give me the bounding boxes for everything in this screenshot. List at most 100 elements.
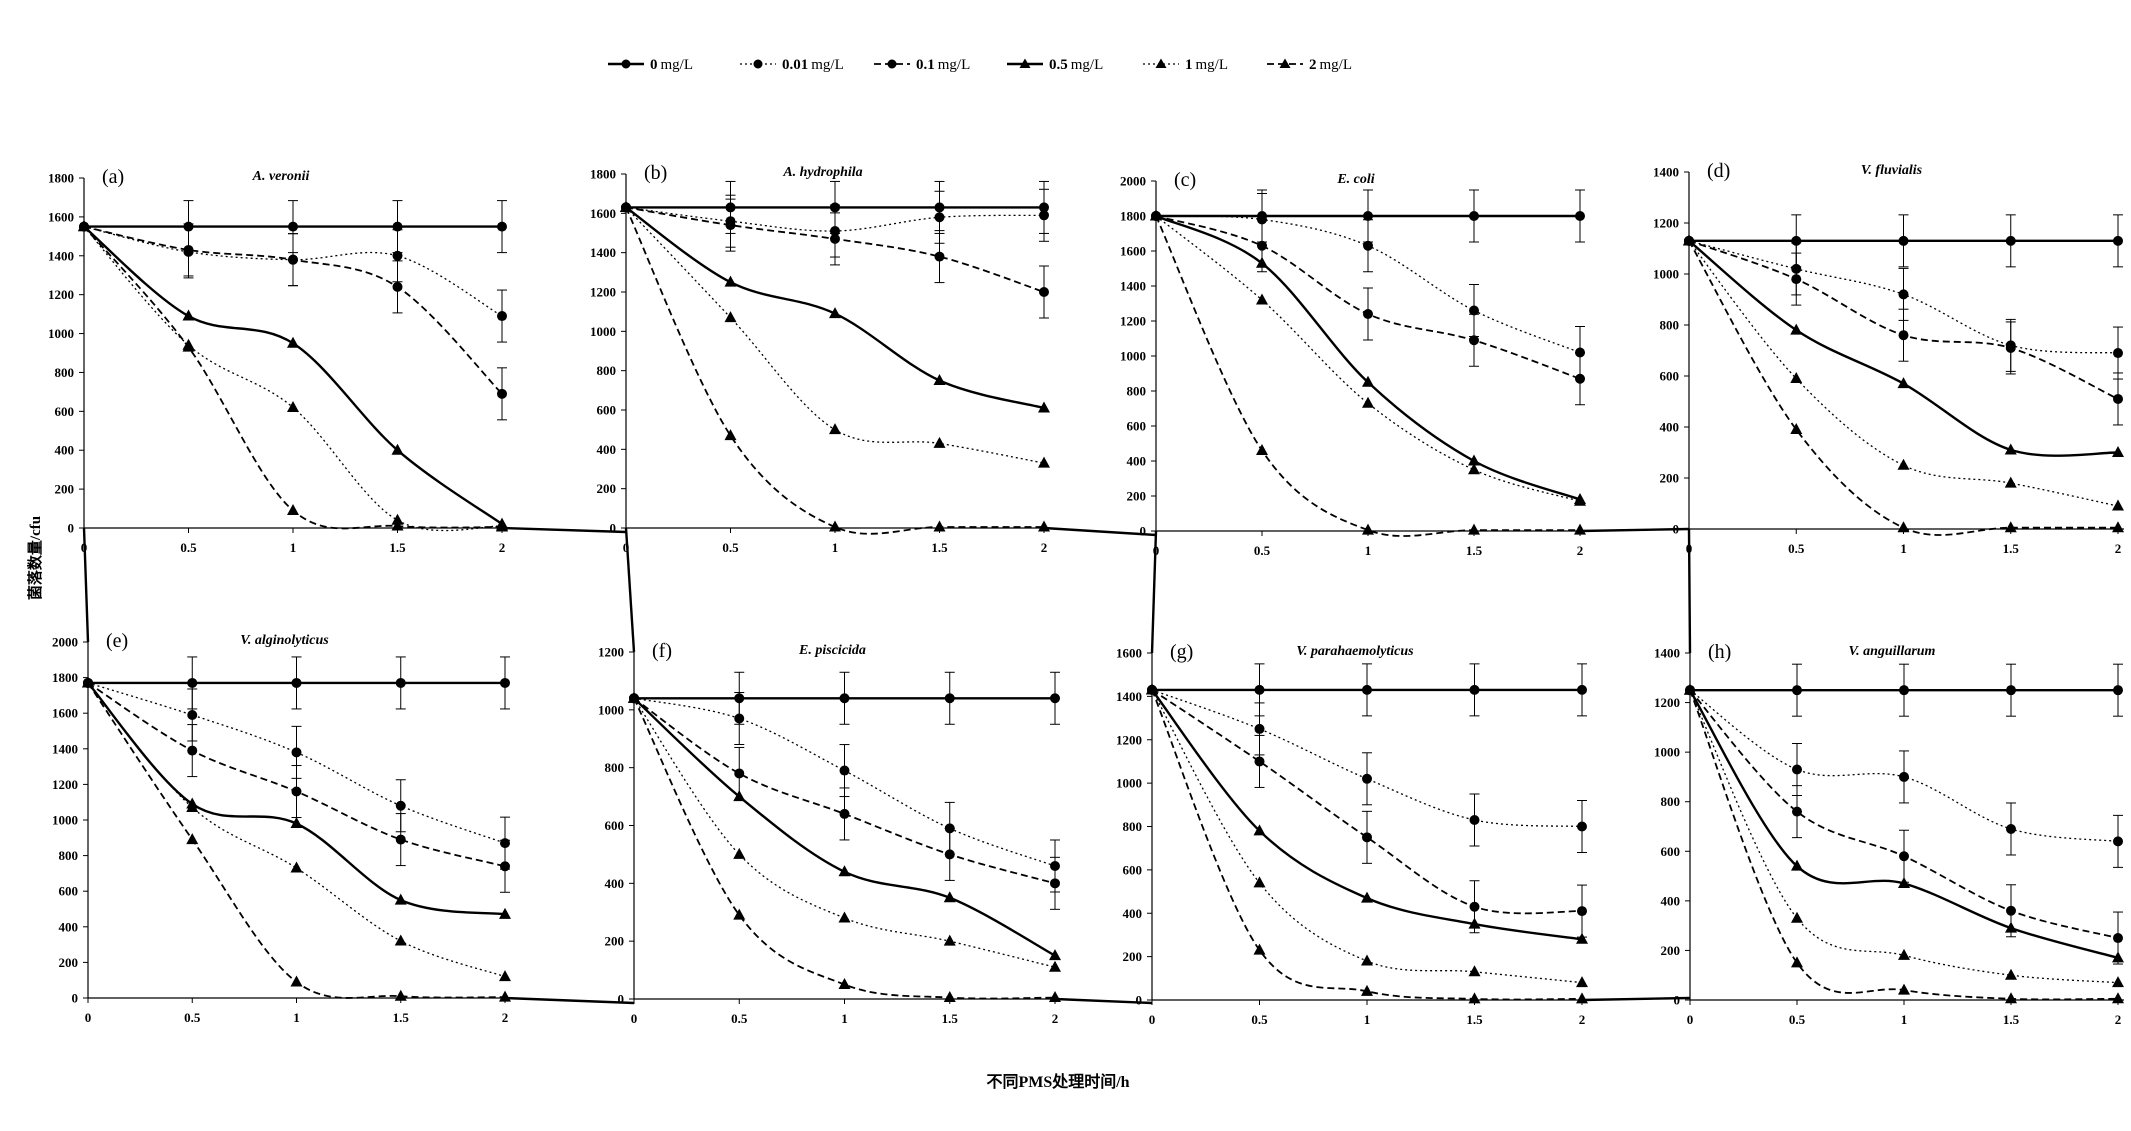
data-point-circle <box>395 834 406 845</box>
data-point-circle <box>497 311 507 322</box>
y-tick-label: 1600 <box>1120 244 1146 259</box>
data-point-circle <box>2005 235 2016 246</box>
data-point-triangle <box>1683 234 1695 246</box>
x-tick-label: 2 <box>1052 1011 1059 1026</box>
data-point-triangle <box>733 790 746 802</box>
y-tick-label: 800 <box>1661 794 1681 809</box>
y-tick-label: 400 <box>1123 906 1143 921</box>
data-point-triangle <box>394 893 407 905</box>
y-tick-label: 1600 <box>48 209 74 224</box>
y-tick-label: 1000 <box>48 326 74 341</box>
chart-panel: 0 200 400 600 800 1000 1200 0 0.5 1 1.5 2 (f) E. pisc… <box>598 640 1061 1026</box>
data-point-circle <box>288 221 298 232</box>
y-tick-label: 800 <box>597 363 617 378</box>
panel-connectors <box>82 526 1692 1005</box>
data-point-triangle <box>724 311 737 323</box>
data-point-triangle <box>1253 943 1266 955</box>
x-tick-label: 0 <box>1149 1012 1156 1027</box>
data-point-triangle <box>733 847 746 859</box>
data-point-circle <box>1577 821 1587 832</box>
connector-line <box>1687 528 1692 654</box>
data-point-triangle <box>1576 932 1588 944</box>
x-tick-label: 2 <box>499 540 506 555</box>
connector-line <box>624 527 636 653</box>
data-point-triangle <box>1576 992 1588 1004</box>
data-point-circle <box>2113 836 2123 847</box>
data-point-circle <box>839 693 850 704</box>
x-tick-label: 1.5 <box>1466 1012 1483 1027</box>
data-point-triangle <box>2004 443 2017 455</box>
data-point-circle <box>1254 723 1265 734</box>
data-series <box>78 220 508 532</box>
data-point-triangle <box>1361 954 1373 966</box>
series-line <box>633 697 1056 957</box>
y-tick-label: 0 <box>1140 524 1147 539</box>
x-tick-label: 2 <box>1041 540 1048 555</box>
x-tick-label: 0.5 <box>184 1010 201 1025</box>
legend-label: 2 mg/L <box>1309 57 1352 73</box>
y-tick-label: 1600 <box>52 706 78 721</box>
legend-entry: 0.01 mg/L <box>740 57 844 73</box>
data-point-circle <box>1363 211 1373 221</box>
chart-panel: 0 200 400 600 800 1000 1200 1400 0 0.5 1 1.5 2 (h) V. … <box>1654 641 2124 1027</box>
data-point-triangle <box>1256 293 1268 305</box>
data-point-triangle <box>1898 877 1910 889</box>
legend-triangle-marker <box>1019 58 1031 68</box>
x-tick-label: 1 <box>1365 543 1372 558</box>
legend-unit: mg/L <box>938 57 971 73</box>
data-point-circle <box>1254 756 1265 767</box>
data-point-triangle <box>2112 976 2124 988</box>
data-point-triangle <box>2005 968 2017 980</box>
legend-unit: mg/L <box>1320 57 1353 73</box>
y-tick-label: 0 <box>1136 993 1143 1008</box>
x-tick-label: 0.5 <box>731 1011 748 1026</box>
x-tick-label: 0.5 <box>722 540 739 555</box>
data-point-circle <box>500 861 510 872</box>
x-tick-label: 1 <box>841 1011 848 1026</box>
panel-letter-label: (d) <box>1707 160 1730 182</box>
series-line <box>87 682 506 999</box>
legend-entry: 0.5 mg/L <box>1007 57 1103 73</box>
y-tick-label: 800 <box>55 365 75 380</box>
data-point-triangle <box>2112 446 2124 457</box>
data-point-triangle <box>1897 521 1910 533</box>
series-line <box>1688 240 2118 536</box>
y-tick-label: 1400 <box>1116 689 1142 704</box>
shared-x-axis-label: 不同PMS处理时间/h <box>986 1072 1129 1091</box>
data-series <box>621 198 1049 319</box>
shared-y-axis-label: 菌落数量/cfu <box>26 516 44 600</box>
data-point-circle <box>1362 773 1372 784</box>
y-tick-label: 800 <box>1123 819 1143 834</box>
data-series <box>628 691 1061 1003</box>
y-tick-label: 1200 <box>52 777 78 792</box>
data-series <box>620 200 1050 468</box>
panel-title: V. parahaemolyticus <box>1296 644 1414 659</box>
data-series <box>1146 683 1588 944</box>
data-point-triangle <box>1253 824 1266 836</box>
data-point-circle <box>1363 240 1373 251</box>
y-tick-label: 1200 <box>590 285 616 300</box>
y-tick-label: 1000 <box>1654 745 1680 760</box>
y-tick-label: 1000 <box>1120 349 1146 364</box>
x-tick-label: 1.5 <box>2003 1012 2020 1027</box>
data-point-triangle <box>2005 992 2017 1004</box>
panel-letter-label: (g) <box>1170 641 1193 663</box>
data-point-circle <box>187 745 198 756</box>
data-point-triangle <box>1049 991 1061 1003</box>
data-point-triangle <box>391 513 404 525</box>
data-point-triangle <box>290 861 303 873</box>
data-point-triangle <box>1049 949 1061 961</box>
data-point-circle <box>2006 823 2016 834</box>
data-point-circle <box>839 765 850 776</box>
y-tick-label: 1400 <box>48 248 74 263</box>
y-tick-label: 200 <box>597 481 617 496</box>
data-point-triangle <box>1468 523 1480 535</box>
data-point-triangle <box>1897 377 1910 389</box>
data-point-circle <box>1469 684 1480 695</box>
series-line <box>1151 689 1583 828</box>
y-tick-label: 400 <box>1127 454 1147 469</box>
panel-title: E. coli <box>1336 172 1374 187</box>
data-point-circle <box>1898 289 1909 300</box>
y-tick-label: 600 <box>1123 862 1143 877</box>
legend-value: 0.5 <box>1049 57 1068 73</box>
